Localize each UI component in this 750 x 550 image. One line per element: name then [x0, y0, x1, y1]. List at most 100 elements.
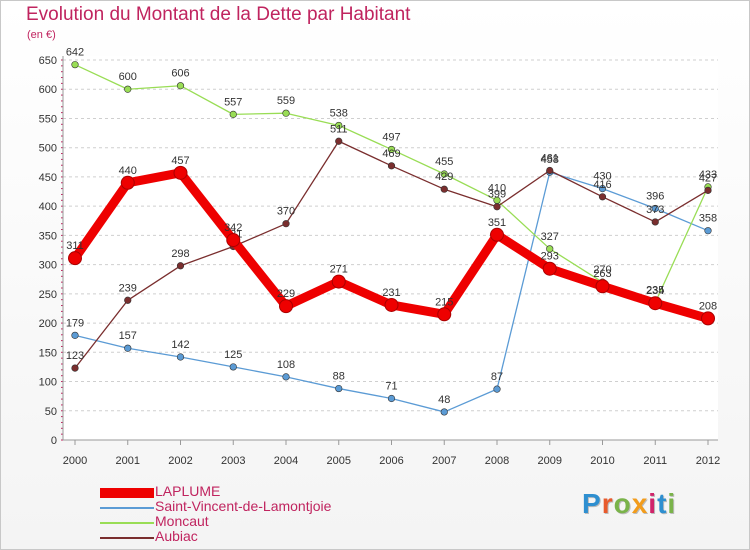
data-point — [493, 203, 501, 211]
data-point — [176, 262, 185, 270]
data-point — [335, 384, 343, 393]
data-label: 215 — [435, 296, 453, 308]
data-point — [437, 307, 452, 322]
data-label: 557 — [224, 96, 242, 108]
data-point — [651, 218, 659, 226]
data-label: 270 — [593, 264, 611, 276]
data-label: 538 — [330, 107, 348, 119]
data-label: 271 — [330, 264, 348, 276]
data-label: 179 — [66, 317, 84, 329]
data-label: 311 — [66, 240, 84, 252]
data-point — [71, 61, 79, 69]
data-point — [176, 82, 185, 90]
x-tick-label: 2001 — [116, 455, 140, 467]
legend-label: Saint-Vincent-de-Lamontjoie — [155, 498, 332, 514]
data-point — [226, 233, 241, 248]
data-label: 433 — [699, 169, 717, 181]
y-tick-label: 400 — [39, 201, 57, 213]
y-tick-label: 0 — [51, 435, 57, 447]
data-label: 457 — [171, 155, 189, 167]
x-tick-label: 2000 — [63, 455, 87, 467]
data-label: 370 — [277, 206, 295, 218]
data-label: 293 — [541, 251, 559, 263]
chart-unit-label: (en €) — [27, 29, 56, 41]
y-tick-label: 500 — [39, 143, 57, 155]
data-point — [542, 261, 557, 276]
plot-area — [63, 56, 718, 440]
data-label: 416 — [593, 179, 611, 191]
data-point — [704, 186, 712, 194]
data-point — [120, 175, 135, 190]
data-point — [176, 353, 185, 361]
x-tick-label: 2005 — [327, 455, 351, 467]
data-point — [282, 220, 290, 228]
data-point — [124, 296, 132, 304]
data-label: 351 — [488, 217, 506, 229]
data-label: 263 — [593, 268, 611, 280]
x-tick-label: 2004 — [274, 455, 298, 467]
data-point — [387, 162, 396, 170]
data-point — [701, 311, 715, 326]
data-label: 600 — [119, 71, 137, 83]
data-point — [71, 331, 79, 339]
data-point — [71, 364, 79, 372]
data-label: 497 — [382, 131, 400, 143]
data-point — [595, 279, 610, 294]
proxiti-logo: Proxiti — [582, 488, 677, 519]
data-point — [387, 394, 396, 403]
y-tick-label: 300 — [39, 260, 57, 272]
data-label: 125 — [224, 349, 242, 361]
data-label: 88 — [333, 371, 345, 383]
y-tick-label: 600 — [39, 84, 57, 96]
data-point — [490, 227, 504, 242]
x-tick-label: 2009 — [538, 455, 562, 467]
data-point — [335, 121, 343, 130]
data-label: 108 — [277, 359, 295, 371]
data-label: 298 — [171, 248, 189, 260]
data-point — [384, 297, 399, 312]
data-point — [229, 110, 237, 118]
data-label: 358 — [699, 213, 717, 225]
data-point — [651, 204, 659, 213]
y-tick-label: 250 — [39, 289, 57, 301]
data-label: 458 — [541, 154, 559, 166]
data-point — [124, 344, 132, 352]
x-tick-label: 2008 — [485, 455, 509, 467]
data-point — [387, 145, 396, 154]
chart-title: Evolution du Montant de la Dette par Hab… — [26, 4, 411, 25]
y-tick-label: 450 — [39, 172, 57, 184]
y-tick-label: 50 — [45, 406, 57, 418]
data-label: 234 — [646, 285, 664, 297]
data-point — [648, 296, 663, 311]
data-point — [279, 299, 293, 314]
data-point — [335, 137, 343, 145]
data-label: 511 — [330, 123, 348, 135]
y-tick-label: 200 — [39, 318, 57, 330]
data-point — [440, 170, 448, 178]
data-label: 427 — [699, 172, 717, 184]
data-label: 440 — [119, 165, 137, 177]
data-label: 208 — [699, 300, 717, 312]
x-tick-label: 2006 — [379, 455, 403, 467]
data-label: 429 — [435, 171, 453, 183]
data-label: 559 — [277, 95, 295, 107]
data-point — [68, 251, 82, 266]
legend-label: Moncaut — [155, 513, 209, 529]
y-tick-label: 150 — [39, 347, 57, 359]
data-label: 87 — [491, 371, 503, 383]
x-tick-label: 2007 — [432, 455, 456, 467]
x-tick-label: 2002 — [168, 455, 192, 467]
data-point — [124, 85, 132, 93]
legend-swatch — [100, 537, 154, 539]
data-point — [282, 373, 290, 381]
legend-label: LAPLUME — [155, 483, 221, 499]
data-label: 642 — [66, 47, 84, 59]
y-tick-label: 100 — [39, 377, 57, 389]
legend-swatch — [100, 488, 154, 498]
data-label: 461 — [541, 152, 559, 164]
data-label: 606 — [171, 68, 189, 80]
y-tick-label: 350 — [39, 230, 57, 242]
data-label: 239 — [119, 282, 137, 294]
y-tick-label: 550 — [39, 113, 57, 125]
